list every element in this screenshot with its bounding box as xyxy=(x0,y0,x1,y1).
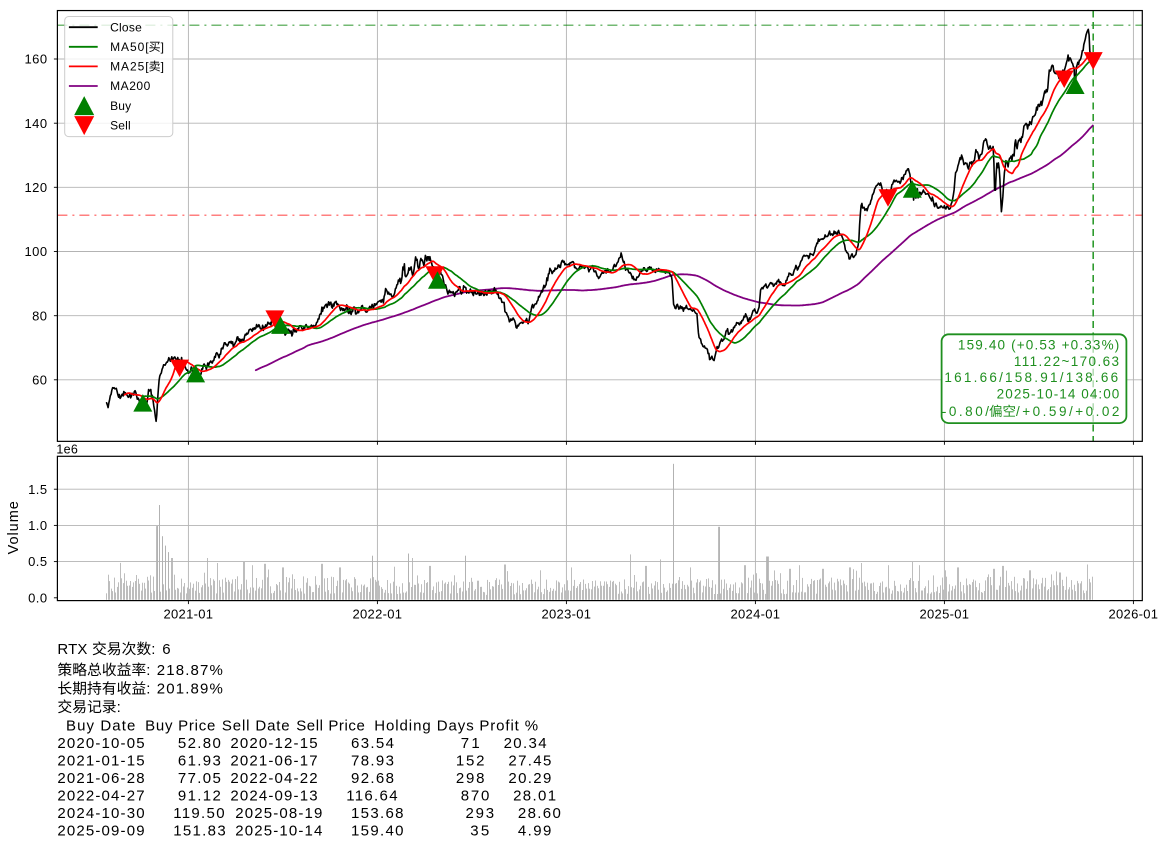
svg-text:92.68: 92.68 xyxy=(351,770,395,787)
svg-text:Holding Days: Holding Days xyxy=(374,718,475,735)
svg-text:2025-01: 2025-01 xyxy=(919,607,969,622)
svg-text:120: 120 xyxy=(24,180,47,195)
svg-text:0.0: 0.0 xyxy=(28,590,47,605)
svg-text:0.5: 0.5 xyxy=(28,554,47,569)
svg-text:2021-06-17: 2021-06-17 xyxy=(230,753,318,770)
svg-text:2024-10-30: 2024-10-30 xyxy=(57,805,145,822)
svg-text:140: 140 xyxy=(24,116,47,131)
svg-text:Buy Price: Buy Price xyxy=(145,718,216,735)
svg-text:1.5: 1.5 xyxy=(28,482,47,497)
svg-text:160: 160 xyxy=(24,52,47,67)
svg-text:Buy Date: Buy Date xyxy=(66,718,136,735)
svg-text:1e6: 1e6 xyxy=(56,443,78,457)
svg-text:293: 293 xyxy=(466,805,496,822)
svg-text:2020-12-15: 2020-12-15 xyxy=(230,735,318,752)
svg-text:]: ] xyxy=(161,40,164,54)
svg-text:870: 870 xyxy=(461,788,491,805)
svg-text:159.40 (+0.53 +0.33%): 159.40 (+0.53 +0.33%) xyxy=(958,338,1120,353)
svg-text:2022-04-22: 2022-04-22 xyxy=(230,770,318,787)
svg-text:/+0.59/+0.02: /+0.59/+0.02 xyxy=(1016,404,1122,419)
svg-text:116.64: 116.64 xyxy=(346,788,399,805)
svg-text:2025-08-19: 2025-08-19 xyxy=(235,805,323,822)
svg-text:71: 71 xyxy=(461,735,483,752)
svg-text:Sell Price: Sell Price xyxy=(296,718,365,735)
svg-text:100: 100 xyxy=(24,244,47,259)
svg-text:78.93: 78.93 xyxy=(351,753,395,770)
svg-text:]: ] xyxy=(161,60,164,74)
svg-text:2022-04-27: 2022-04-27 xyxy=(57,788,145,805)
svg-text:159.40: 159.40 xyxy=(351,823,405,840)
svg-text:111.22~170.63: 111.22~170.63 xyxy=(1014,354,1121,369)
svg-text:2023-01: 2023-01 xyxy=(541,607,591,622)
svg-text:161.66/158.91/138.66: 161.66/158.91/138.66 xyxy=(944,370,1120,385)
svg-text:61.93: 61.93 xyxy=(178,753,222,770)
svg-text:2024-01: 2024-01 xyxy=(730,607,780,622)
svg-text:28.60: 28.60 xyxy=(518,805,562,822)
svg-text:80: 80 xyxy=(32,308,47,323)
svg-text:2025-10-14: 2025-10-14 xyxy=(235,823,323,840)
svg-text:91.12: 91.12 xyxy=(178,788,222,805)
svg-text:20.29: 20.29 xyxy=(508,770,552,787)
svg-text:Volume: Volume xyxy=(6,500,22,554)
svg-text:: 201.89%: : 201.89% xyxy=(146,681,224,698)
svg-text:28.01: 28.01 xyxy=(513,788,557,805)
svg-text:Sell Date: Sell Date xyxy=(222,718,291,735)
svg-text:1.0: 1.0 xyxy=(28,518,47,533)
svg-text:4.99: 4.99 xyxy=(518,823,553,840)
svg-text:RTX: RTX xyxy=(57,641,87,658)
svg-text:153.68: 153.68 xyxy=(351,805,405,822)
svg-text:77.05: 77.05 xyxy=(178,770,222,787)
svg-text:298: 298 xyxy=(456,770,486,787)
svg-text:MA200: MA200 xyxy=(110,79,151,93)
svg-text:2021-01: 2021-01 xyxy=(163,607,213,622)
svg-text:63.54: 63.54 xyxy=(351,735,395,752)
svg-text:2026-01: 2026-01 xyxy=(1108,607,1158,622)
svg-text:27.45: 27.45 xyxy=(508,753,552,770)
svg-text:2024-09-13: 2024-09-13 xyxy=(230,788,318,805)
svg-text:52.80: 52.80 xyxy=(178,735,222,752)
svg-text:: 218.87%: : 218.87% xyxy=(146,662,224,679)
svg-text:2021-06-28: 2021-06-28 xyxy=(57,770,145,787)
svg-text:Close: Close xyxy=(110,20,142,34)
svg-text:20.34: 20.34 xyxy=(504,735,548,752)
svg-text:2025-09-09: 2025-09-09 xyxy=(57,823,145,840)
svg-text:2020-10-05: 2020-10-05 xyxy=(57,735,145,752)
svg-text::: : xyxy=(117,699,121,716)
svg-text:2022-01: 2022-01 xyxy=(352,607,402,622)
svg-text:Profit %: Profit % xyxy=(479,718,539,735)
svg-text:2021-01-15: 2021-01-15 xyxy=(57,753,145,770)
svg-text:MA50[: MA50[ xyxy=(110,40,149,54)
svg-text:-0.80/: -0.80/ xyxy=(942,404,992,419)
svg-text:Buy: Buy xyxy=(110,99,131,113)
svg-text:35: 35 xyxy=(470,823,492,840)
svg-text:151.83: 151.83 xyxy=(173,823,227,840)
svg-text:119.50: 119.50 xyxy=(173,805,226,822)
svg-text:2025-10-14 04:00: 2025-10-14 04:00 xyxy=(997,386,1121,401)
svg-text:MA25[: MA25[ xyxy=(110,60,149,74)
svg-text:152: 152 xyxy=(456,753,486,770)
svg-text:Sell: Sell xyxy=(110,118,131,132)
svg-text:: 6: : 6 xyxy=(151,641,172,658)
svg-text:60: 60 xyxy=(32,372,47,387)
